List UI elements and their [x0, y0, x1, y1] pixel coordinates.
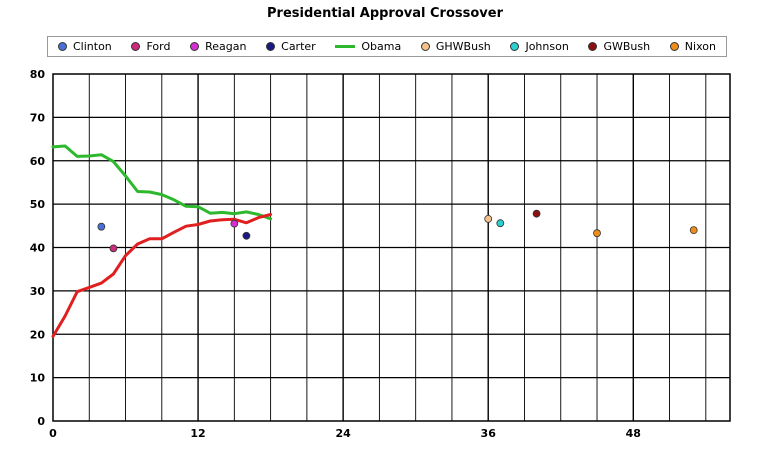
y-tick-label: 60 [30, 155, 46, 168]
y-tick-label: 30 [30, 285, 46, 298]
x-tick-label: 36 [481, 427, 497, 440]
legend-label: Reagan [205, 40, 247, 53]
data-point-nixon [689, 226, 698, 235]
x-tick-label: 48 [626, 427, 641, 440]
legend: Clinton Ford Reagan Carter Obama GHWBush Johns… [47, 36, 727, 57]
legend-marker [588, 42, 598, 51]
legend-marker [335, 45, 356, 48]
data-point-nixon [593, 229, 601, 238]
data-point-ford [109, 244, 118, 253]
legend-marker [190, 42, 200, 51]
series-line-obama [51, 144, 273, 221]
legend-item-carter: Carter [266, 40, 316, 53]
legend-item-clinton: Clinton [58, 40, 112, 53]
x-axis-tick-labels: 0 12 24 36 48 [49, 427, 641, 440]
legend-label: GHWBush [435, 40, 491, 53]
data-point-gwbush [532, 209, 541, 218]
legend-label: GWBush [603, 40, 651, 53]
legend-label: Obama [361, 40, 402, 53]
y-tick-label: 0 [37, 415, 45, 428]
y-tick-label: 40 [30, 242, 46, 255]
legend-item-nixon: Nixon [669, 40, 716, 53]
y-axis-tick-labels: 0 10 20 30 40 50 60 70 80 [30, 68, 46, 428]
y-tick-label: 80 [30, 68, 46, 81]
y-tick-label: 20 [30, 328, 46, 341]
data-point-reagan [230, 219, 239, 228]
legend-marker [131, 42, 141, 51]
data-point-clinton [97, 222, 106, 231]
legend-item-ford: Ford [131, 40, 170, 53]
y-tick-label: 10 [30, 372, 46, 385]
legend-marker [420, 42, 430, 51]
legend-marker [58, 42, 67, 51]
data-point-ghwbush [484, 214, 493, 223]
legend-label: Johnson [525, 40, 569, 53]
legend-item-johnson: Johnson [510, 40, 569, 53]
y-tick-label: 70 [30, 111, 46, 124]
x-tick-label: 24 [335, 427, 351, 440]
legend-label: Ford [146, 40, 171, 53]
legend-item-obama: Obama [335, 40, 401, 53]
legend-item-gwbush: GWBush [588, 40, 650, 53]
legend-label: Clinton [73, 40, 112, 53]
x-tick-label: 12 [190, 427, 205, 440]
y-tick-label: 50 [30, 198, 46, 211]
data-point-johnson [496, 219, 505, 228]
series-layer [51, 144, 698, 338]
series-line-unlabeled [51, 213, 273, 338]
legend-marker [510, 42, 520, 51]
legend-marker [266, 42, 276, 51]
legend-label: Nixon [684, 40, 716, 53]
grid [52, 73, 731, 422]
data-point-carter [242, 231, 251, 240]
legend-item-ghwbush: GHWBush [420, 40, 491, 53]
legend-marker [669, 42, 679, 51]
legend-label: Carter [281, 40, 316, 53]
x-tick-label: 0 [49, 427, 57, 440]
legend-item-reagan: Reagan [190, 40, 246, 53]
chart-title: Presidential Approval Crossover [267, 6, 503, 21]
